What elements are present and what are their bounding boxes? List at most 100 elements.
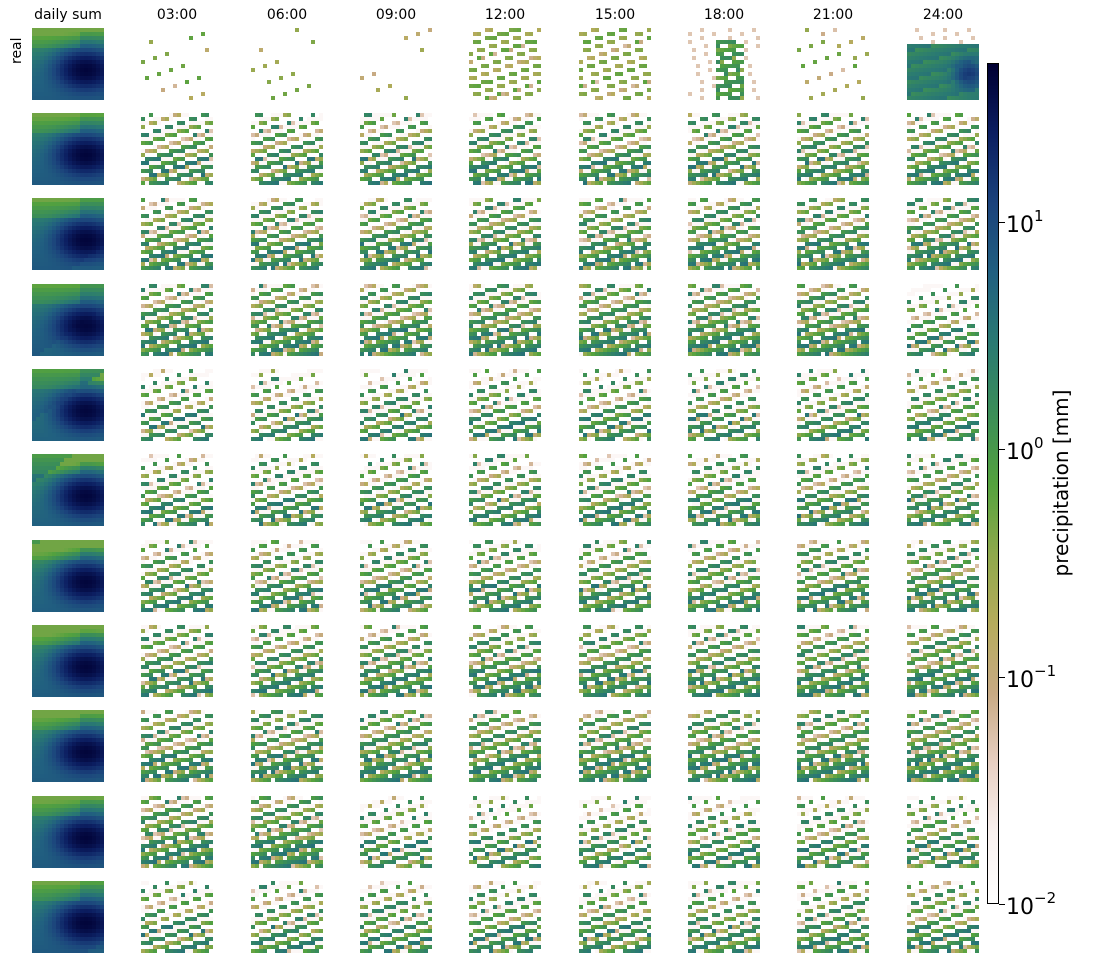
heatmap-tile (797, 796, 869, 868)
heatmap-tile (141, 198, 213, 270)
heatmap-tile (360, 28, 432, 100)
heatmap-tile (907, 881, 979, 953)
heatmap-tile (141, 113, 213, 185)
heatmap-tile (251, 710, 323, 782)
column-title: 06:00 (266, 7, 308, 23)
heatmap-tile (360, 625, 432, 697)
column-title: 18:00 (703, 7, 745, 23)
heatmap-tile (141, 625, 213, 697)
heatmap-tile (360, 710, 432, 782)
heatmap-tile (907, 113, 979, 185)
heatmap-tile (251, 540, 323, 612)
colorbar-tick-label: 10−2 (1006, 889, 1057, 920)
heatmap-tile (32, 625, 104, 697)
heatmap-tile (469, 284, 541, 356)
heatmap-tile (469, 28, 541, 100)
heatmap-tile (688, 625, 760, 697)
heatmap-tile (579, 710, 651, 782)
heatmap-tile (360, 369, 432, 441)
heatmap-tile (797, 284, 869, 356)
column-title: 24:00 (922, 7, 964, 23)
heatmap-tile (360, 540, 432, 612)
colorbar-tick-mark (999, 677, 1005, 678)
heatmap-tile (797, 625, 869, 697)
colorbar-tick-mark (999, 449, 1005, 450)
heatmap-tile (141, 881, 213, 953)
heatmap-tile (688, 198, 760, 270)
heatmap-tile (688, 113, 760, 185)
heatmap-tile (469, 710, 541, 782)
heatmap-tile (32, 540, 104, 612)
column-title: daily sum (34, 7, 102, 23)
heatmap-tile (360, 454, 432, 526)
heatmap-tile (360, 881, 432, 953)
heatmap-tile (907, 625, 979, 697)
heatmap-tile (579, 796, 651, 868)
heatmap-tile (251, 198, 323, 270)
heatmap-tile (469, 796, 541, 868)
heatmap-tile (797, 454, 869, 526)
colorbar-tick-label: 101 (1006, 207, 1044, 238)
heatmap-tile (32, 710, 104, 782)
heatmap-tile (797, 113, 869, 185)
colorbar-tick-mark (999, 222, 1005, 223)
heatmap-tile (579, 198, 651, 270)
heatmap-tile (469, 113, 541, 185)
heatmap-tile (32, 454, 104, 526)
heatmap-tile (907, 369, 979, 441)
heatmap-tile (907, 540, 979, 612)
colorbar-tick-mark (999, 904, 1005, 905)
column-title: 09:00 (375, 7, 417, 23)
column-title: 21:00 (812, 7, 854, 23)
heatmap-tile (688, 796, 760, 868)
heatmap-tile (32, 796, 104, 868)
heatmap-tile (907, 28, 979, 100)
heatmap-tile (360, 198, 432, 270)
heatmap-tile (688, 881, 760, 953)
heatmap-tile (32, 28, 104, 100)
heatmap-tile (579, 369, 651, 441)
heatmap-tile (688, 540, 760, 612)
heatmap-tile (141, 369, 213, 441)
colorbar (987, 63, 999, 904)
heatmap-tile (688, 369, 760, 441)
colorbar-label: precipitation [mm] (1049, 389, 1073, 577)
heatmap-tile (360, 796, 432, 868)
heatmap-tile (141, 796, 213, 868)
heatmap-tile (688, 28, 760, 100)
heatmap-tile (251, 454, 323, 526)
heatmap-tile (251, 369, 323, 441)
heatmap-tile (251, 284, 323, 356)
heatmap-tile (469, 454, 541, 526)
heatmap-tile (688, 454, 760, 526)
heatmap-tile (579, 454, 651, 526)
heatmap-tile (469, 369, 541, 441)
heatmap-tile (907, 284, 979, 356)
heatmap-tile (797, 881, 869, 953)
heatmap-tile (797, 540, 869, 612)
heatmap-tile (141, 284, 213, 356)
heatmap-tile (579, 284, 651, 356)
heatmap-tile (797, 710, 869, 782)
colorbar-tick-label: 10−1 (1006, 662, 1057, 693)
heatmap-tile (32, 284, 104, 356)
heatmap-tile (579, 625, 651, 697)
heatmap-tile (579, 881, 651, 953)
heatmap-tile (797, 28, 869, 100)
heatmap-tile (32, 113, 104, 185)
heatmap-tile (907, 198, 979, 270)
heatmap-tile (141, 454, 213, 526)
heatmap-tile (469, 625, 541, 697)
heatmap-tile (32, 198, 104, 270)
heatmap-tile (251, 796, 323, 868)
heatmap-tile (251, 625, 323, 697)
heatmap-tile (360, 284, 432, 356)
heatmap-tile (469, 540, 541, 612)
heatmap-tile (141, 540, 213, 612)
heatmap-tile (469, 198, 541, 270)
heatmap-tile (579, 28, 651, 100)
heatmap-tile (141, 710, 213, 782)
heatmap-tile (797, 369, 869, 441)
heatmap-tile (141, 28, 213, 100)
